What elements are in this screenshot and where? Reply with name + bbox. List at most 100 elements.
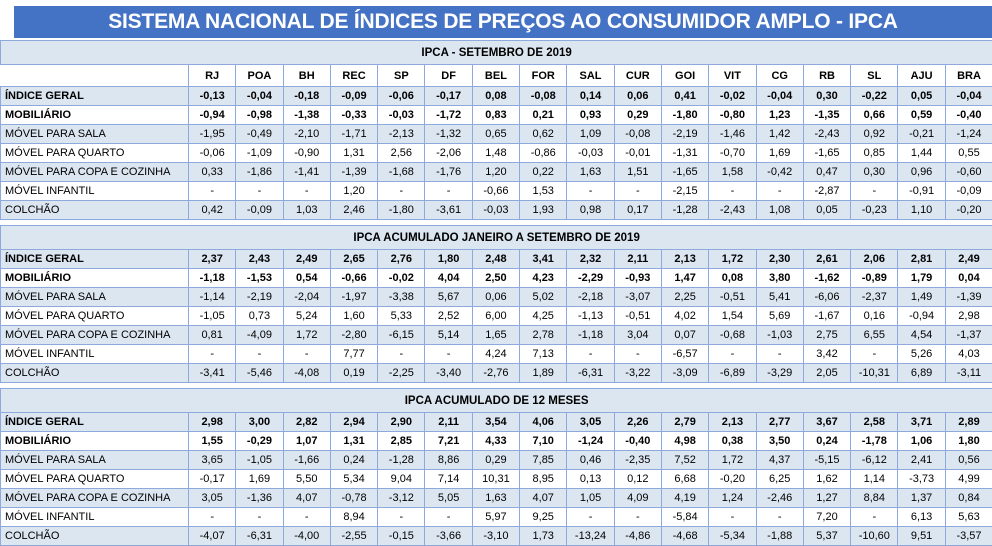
cell-s2-colchao-vit: -6,89	[709, 364, 756, 383]
cell-s1-movel-para-sala-sal: 1,09	[567, 125, 614, 144]
column-header-cur[interactable]: CUR	[614, 65, 661, 87]
cell-s2-movel-para-copa-e-cozinha-df: 5,14	[425, 326, 472, 345]
cell-s3-movel-para-copa-e-cozinha-aju: 1,37	[898, 489, 945, 508]
column-header-sal[interactable]: SAL	[567, 65, 614, 87]
cell-s2-movel-infantil-rb: 3,42	[803, 345, 850, 364]
cell-s3-movel-infantil-bh: -	[283, 508, 330, 527]
column-header-aju[interactable]: AJU	[898, 65, 945, 87]
cell-s3-movel-para-copa-e-cozinha-sal: 1,05	[567, 489, 614, 508]
cell-s1-movel-para-copa-e-cozinha-rj: 0,33	[189, 163, 236, 182]
cell-s1-movel-para-sala-rj: -1,95	[189, 125, 236, 144]
cell-s1-mobiliario-df: -1,72	[425, 106, 472, 125]
cell-s3-colchao-sal: -13,24	[567, 527, 614, 546]
section-title-row: IPCA - SETEMBRO DE 2019	[1, 41, 992, 65]
row-label-movel-para-copa-e-cozinha: MÓVEL PARA COPA E COZINHA	[1, 489, 189, 508]
cell-s1-movel-para-quarto-sp: 2,56	[378, 144, 425, 163]
column-header-for[interactable]: FOR	[520, 65, 567, 87]
cell-s3-movel-para-sala-sp: -1,28	[378, 451, 425, 470]
column-header-bel[interactable]: BEL	[472, 65, 519, 87]
cell-s3-movel-para-copa-e-cozinha-df: 5,05	[425, 489, 472, 508]
cell-s1-colchao-vit: -2,43	[709, 201, 756, 220]
cell-s3-mobiliario-df: 7,21	[425, 432, 472, 451]
cell-s3-colchao-sp: -0,15	[378, 527, 425, 546]
cell-s3-indice-geral-goi: 2,79	[661, 413, 708, 432]
cell-s2-colchao-sp: -2,25	[378, 364, 425, 383]
column-header-bra[interactable]: BRA	[945, 65, 992, 87]
cell-s3-indice-geral-sl: 2,58	[851, 413, 898, 432]
cell-s3-movel-para-copa-e-cozinha-cur: 4,09	[614, 489, 661, 508]
cell-s1-movel-infantil-df: -	[425, 182, 472, 201]
cell-s2-movel-infantil-poa: -	[236, 345, 283, 364]
cell-s3-colchao-poa: -6,31	[236, 527, 283, 546]
cell-s3-movel-infantil-bra: 5,63	[945, 508, 992, 527]
cell-s1-movel-para-sala-cur: -0,08	[614, 125, 661, 144]
cell-s2-indice-geral-sp: 2,76	[378, 250, 425, 269]
cell-s1-movel-para-quarto-bh: -0,90	[283, 144, 330, 163]
cell-s3-movel-para-copa-e-cozinha-rj: 3,05	[189, 489, 236, 508]
cell-s2-indice-geral-rj: 2,37	[189, 250, 236, 269]
cell-s1-movel-para-quarto-cur: -0,01	[614, 144, 661, 163]
cell-s1-mobiliario-rb: -1,35	[803, 106, 850, 125]
cell-s3-indice-geral-sp: 2,90	[378, 413, 425, 432]
cell-s3-movel-para-sala-poa: -1,05	[236, 451, 283, 470]
cell-s1-movel-para-quarto-rb: -1,65	[803, 144, 850, 163]
column-header-poa[interactable]: POA	[236, 65, 283, 87]
cell-s1-movel-infantil-goi: -2,15	[661, 182, 708, 201]
column-header-df[interactable]: DF	[425, 65, 472, 87]
cell-s1-movel-para-quarto-bra: 0,55	[945, 144, 992, 163]
cell-s3-colchao-rec: -2,55	[330, 527, 377, 546]
cell-s2-indice-geral-sl: 2,06	[851, 250, 898, 269]
table-row: MOBILIÁRIO-0,94-0,98-1,38-0,33-0,03-1,72…	[1, 106, 992, 125]
cell-s3-movel-para-sala-rj: 3,65	[189, 451, 236, 470]
column-header-vit[interactable]: VIT	[709, 65, 756, 87]
cell-s1-mobiliario-bh: -1,38	[283, 106, 330, 125]
cell-s2-movel-para-sala-sl: -2,37	[851, 288, 898, 307]
cell-s2-movel-para-sala-poa: -2,19	[236, 288, 283, 307]
cell-s3-movel-infantil-for: 9,25	[520, 508, 567, 527]
section-title-1: IPCA - SETEMBRO DE 2019	[1, 41, 992, 65]
row-label-indice-geral: ÍNDICE GERAL	[1, 250, 189, 269]
cell-s2-movel-para-quarto-aju: -0,94	[898, 307, 945, 326]
cell-s1-movel-para-sala-goi: -2,19	[661, 125, 708, 144]
cell-s2-indice-geral-poa: 2,43	[236, 250, 283, 269]
cell-s1-movel-infantil-rb: -2,87	[803, 182, 850, 201]
cell-s1-mobiliario-bel: 0,83	[472, 106, 519, 125]
column-header-bh[interactable]: BH	[283, 65, 330, 87]
cell-s2-movel-infantil-cur: -	[614, 345, 661, 364]
column-header-rb[interactable]: RB	[803, 65, 850, 87]
cell-s2-indice-geral-cg: 2,30	[756, 250, 803, 269]
cell-s2-movel-para-quarto-rec: 1,60	[330, 307, 377, 326]
row-label-colchao: COLCHÃO	[1, 527, 189, 546]
column-header-goi[interactable]: GOI	[661, 65, 708, 87]
column-header-sp[interactable]: SP	[378, 65, 425, 87]
cell-s1-movel-para-sala-bel: 0,65	[472, 125, 519, 144]
cell-s1-movel-para-copa-e-cozinha-for: 0,22	[520, 163, 567, 182]
column-header-rec[interactable]: REC	[330, 65, 377, 87]
cell-s1-movel-para-sala-aju: -0,21	[898, 125, 945, 144]
cell-s1-movel-infantil-bra: -0,09	[945, 182, 992, 201]
cell-s3-movel-infantil-bel: 5,97	[472, 508, 519, 527]
cell-s2-colchao-cg: -3,29	[756, 364, 803, 383]
cell-s2-movel-para-copa-e-cozinha-rec: -2,80	[330, 326, 377, 345]
column-header-cg[interactable]: CG	[756, 65, 803, 87]
cell-s2-movel-infantil-bra: 4,03	[945, 345, 992, 364]
cell-s3-mobiliario-rec: 1,31	[330, 432, 377, 451]
cell-s2-colchao-df: -3,40	[425, 364, 472, 383]
cell-s2-movel-infantil-bel: 4,24	[472, 345, 519, 364]
cell-s1-movel-para-quarto-sl: 0,85	[851, 144, 898, 163]
cell-s2-movel-para-copa-e-cozinha-rj: 0,81	[189, 326, 236, 345]
cell-s2-movel-para-sala-cur: -3,07	[614, 288, 661, 307]
cell-s1-mobiliario-rj: -0,94	[189, 106, 236, 125]
column-header-sl[interactable]: SL	[851, 65, 898, 87]
cell-s1-movel-para-sala-vit: -1,46	[709, 125, 756, 144]
cell-s2-movel-infantil-cg: -	[756, 345, 803, 364]
cell-s3-movel-para-copa-e-cozinha-rec: -0,78	[330, 489, 377, 508]
cell-s3-movel-para-quarto-cg: 6,25	[756, 470, 803, 489]
cell-s3-indice-geral-vit: 2,13	[709, 413, 756, 432]
row-label-mobiliario: MOBILIÁRIO	[1, 269, 189, 288]
cell-s2-colchao-sl: -10,31	[851, 364, 898, 383]
column-header-rj[interactable]: RJ	[189, 65, 236, 87]
